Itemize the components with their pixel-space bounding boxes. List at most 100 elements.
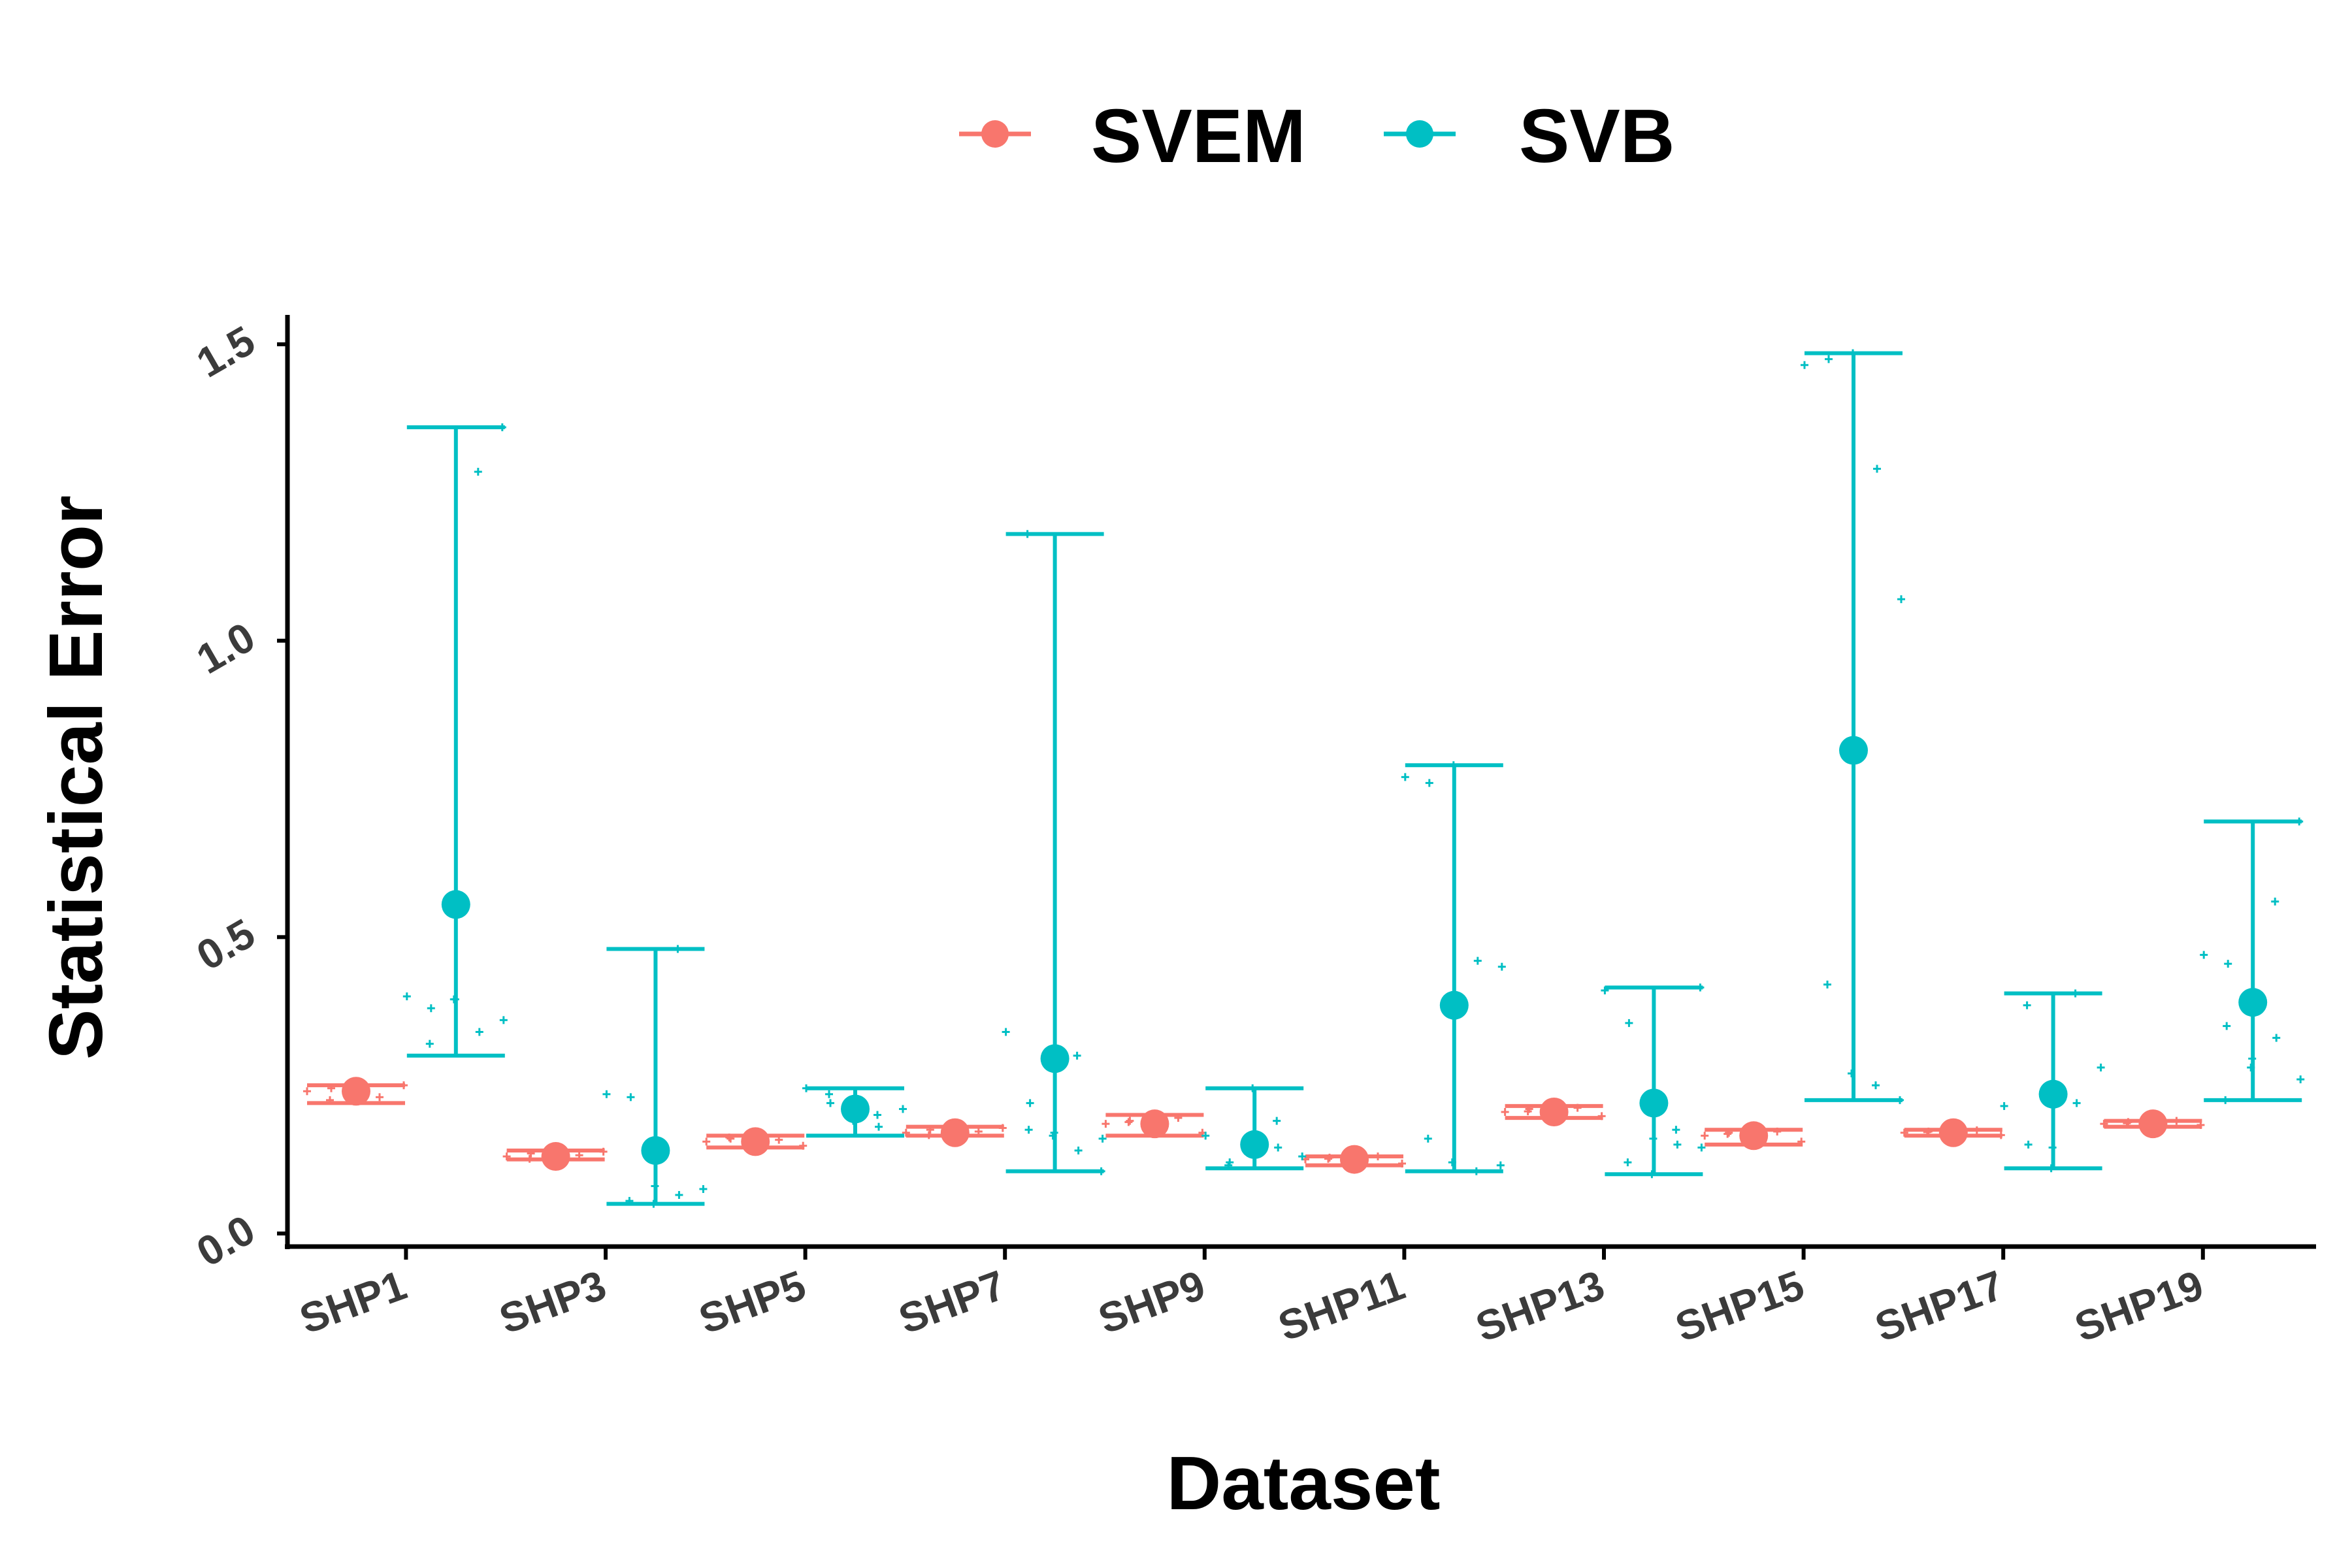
svb-point (402, 992, 411, 1001)
svem-point (1102, 1120, 1110, 1128)
y-ticks: 0.0 0.5 1.0 1.5 (189, 317, 287, 1276)
svb-point (1074, 1146, 1083, 1154)
svem-point (1701, 1132, 1709, 1140)
svb-point (427, 1004, 435, 1013)
svb-mean-point (441, 890, 470, 919)
y-tick-label: 0.0 (189, 1206, 263, 1276)
svb-point (2272, 1034, 2281, 1042)
svb-group (602, 945, 708, 1208)
svb-group (802, 1084, 907, 1138)
x-ticks: SHP1 SHP3 SHP5 SHP7 SHP9 SHP11 SHP13 SHP15 SHP17… (293, 1247, 2210, 1351)
svem-group (1501, 1097, 1606, 1126)
y-tick-label: 0.5 (189, 909, 263, 979)
svb-group (1401, 761, 1506, 1175)
x-axis-title: Dataset (1166, 1441, 1440, 1526)
legend-label-svb: SVB (1519, 93, 1675, 178)
y-axis-title: Statistical Error (33, 495, 118, 1060)
svb-point (627, 1093, 635, 1102)
svb-point (825, 1090, 833, 1098)
x-tick-label: SHP9 (1092, 1261, 1211, 1343)
legend-key-svb-dot (1406, 120, 1433, 148)
svb-point (826, 1099, 834, 1107)
svb-point (2224, 960, 2232, 968)
svb-point (1024, 1126, 1033, 1134)
svem-group (902, 1118, 1007, 1147)
svb-point (1425, 779, 1433, 787)
svem-point (702, 1137, 711, 1146)
svb-point (675, 1191, 683, 1200)
svb-group (1002, 530, 1107, 1175)
svb-point (499, 1016, 508, 1024)
data-marks (303, 349, 2305, 1208)
svb-mean-point (841, 1094, 870, 1124)
svb-point (2200, 951, 2208, 959)
svb-point (2296, 1075, 2305, 1084)
svb-point (475, 1028, 483, 1036)
svb-group (1601, 983, 1706, 1179)
svem-mean-point (1340, 1145, 1369, 1174)
svem-group (702, 1127, 808, 1156)
svem-mean-point (1539, 1097, 1569, 1126)
svb-group (402, 423, 508, 1058)
svb-point (1673, 1140, 1682, 1149)
svb-point (1298, 1152, 1307, 1161)
svb-point (1201, 1132, 1210, 1140)
svb-point (1424, 1134, 1432, 1143)
svb-mean-point (641, 1135, 670, 1165)
svem-group (502, 1142, 608, 1171)
svb-point (2024, 1140, 2033, 1149)
x-tick-label: SHP17 (1869, 1261, 2010, 1350)
svem-group (1900, 1118, 2005, 1147)
svb-point (1401, 773, 1409, 781)
svb-point (1823, 980, 1831, 988)
svb-mean-point (1240, 1130, 1269, 1159)
svb-point (2223, 1022, 2231, 1030)
svem-group (303, 1077, 408, 1106)
svb-point (1897, 595, 1905, 604)
y-tick-label: 1.5 (189, 317, 263, 387)
svem-mean-point (1140, 1109, 1169, 1139)
svb-point (1026, 1099, 1034, 1107)
svem-mean-point (940, 1118, 970, 1147)
svem-group (1701, 1121, 1806, 1151)
svb-point (1273, 1117, 1281, 1125)
svem-point (1501, 1107, 1509, 1116)
svem-group (1102, 1109, 1207, 1139)
svb-point (874, 1111, 881, 1119)
svem-point (303, 1087, 311, 1096)
svem-group (2100, 1109, 2205, 1139)
svem-point (1524, 1107, 1532, 1116)
svb-point (1002, 1028, 1010, 1036)
svem-mean-point (2138, 1109, 2168, 1139)
y-tick-label: 1.0 (189, 613, 263, 683)
svb-group (2200, 817, 2305, 1104)
svb-point (1697, 1143, 1706, 1152)
svb-point (899, 1105, 907, 1113)
svem-point (1124, 1118, 1133, 1126)
svb-point (875, 1122, 883, 1131)
x-tick-label: SHP13 (1470, 1261, 1610, 1350)
svb-mean-point (1639, 1088, 1669, 1118)
svb-point (2271, 897, 2279, 906)
x-tick-label: SHP3 (493, 1261, 612, 1343)
svem-mean-point (541, 1142, 570, 1171)
x-tick-label: SHP1 (293, 1261, 412, 1343)
x-tick-label: SHP5 (693, 1261, 812, 1343)
svb-point (425, 1039, 434, 1048)
svem-point (376, 1093, 384, 1102)
svb-point (1624, 1158, 1632, 1167)
svb-point (2072, 1099, 2081, 1107)
svb-point (1073, 1051, 1081, 1060)
x-tick-label: SHP11 (1272, 1261, 1411, 1350)
svem-mean-point (1739, 1121, 1769, 1151)
svb-point (474, 468, 482, 476)
svb-mean-point (2238, 988, 2268, 1017)
svb-mean-point (1439, 990, 1469, 1020)
svb-point (1873, 465, 1881, 473)
svb-mean-point (1839, 736, 1868, 765)
svb-point (1672, 1126, 1680, 1134)
svem-mean-point (1938, 1118, 1968, 1147)
svb-point (602, 1090, 611, 1098)
legend-key-svem-dot (981, 120, 1009, 148)
